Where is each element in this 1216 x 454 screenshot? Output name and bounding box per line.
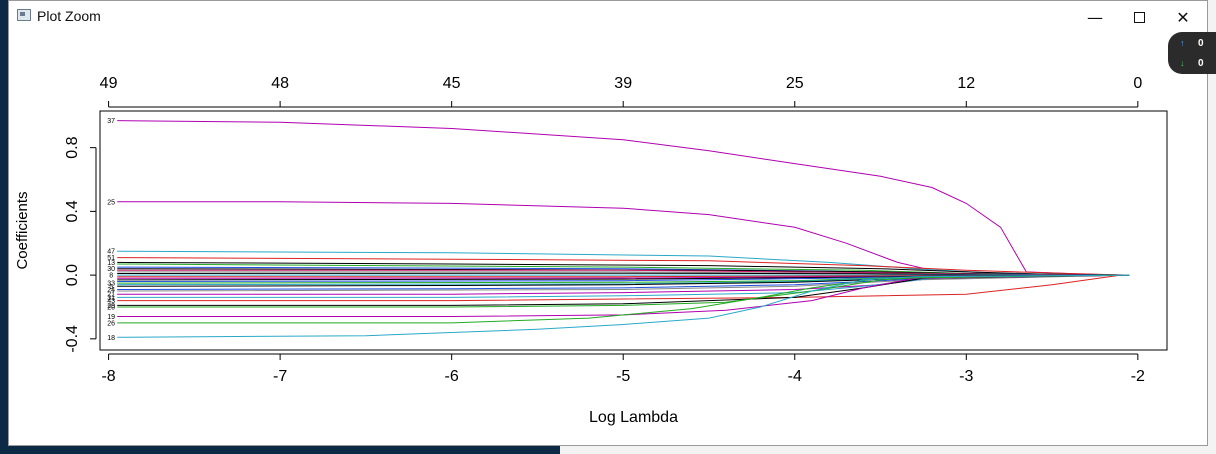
plot-zoom-window: Plot Zoom — ✕ 37 25 47 51 13 30 8 33 5 24 21 31 43 29…: [8, 0, 1208, 446]
upload-speed-value: 0: [1198, 38, 1204, 49]
minimize-icon: —: [1087, 7, 1103, 27]
series-label: 51: [107, 255, 115, 262]
y-axis-label: Coefficients: [14, 191, 31, 269]
maximize-button[interactable]: [1116, 1, 1162, 33]
series-label: 18: [107, 335, 115, 342]
y-tick-label: 0.0: [64, 264, 81, 286]
network-speed-widget: ↑ 0 ↓ 0: [1168, 32, 1216, 74]
series-line: [117, 257, 1130, 276]
series-line: [117, 274, 1130, 317]
series-label: 19: [107, 314, 115, 321]
series-label: 26: [107, 320, 115, 327]
x-tick-label: -8: [101, 368, 115, 385]
x-tick-label: -3: [959, 368, 973, 385]
axes-layer: -8 -7 -6 -5 -4 -3 -2 49 48 45 39 25 12 0 -0.4 0.0 0.4 0.8: [64, 75, 1145, 385]
series-line: [117, 274, 1130, 292]
window-title: Plot Zoom: [37, 8, 101, 24]
series-line: [117, 274, 1130, 308]
series-label: 13: [107, 260, 115, 267]
y-tick-label: -0.4: [64, 325, 81, 353]
series-label: 30: [107, 266, 115, 273]
series-label: 24: [107, 287, 115, 294]
maximize-icon: [1133, 11, 1145, 23]
top-tick-label: 25: [786, 75, 804, 92]
close-button[interactable]: ✕: [1160, 1, 1206, 33]
title-bar[interactable]: Plot Zoom — ✕: [9, 1, 1207, 33]
series-label: 21: [107, 292, 115, 299]
x-tick-label: -5: [616, 368, 630, 385]
x-axis-label: Log Lambda: [589, 409, 678, 426]
minimize-button[interactable]: —: [1072, 1, 1118, 33]
plot-frame: [99, 110, 1168, 351]
series-label: 47: [107, 249, 115, 256]
y-tick-label: 0.8: [64, 136, 81, 158]
series-line: [117, 274, 1130, 338]
background-right-strip: [1208, 0, 1216, 454]
x-tick-label: -2: [1131, 368, 1145, 385]
x-tick-label: -4: [788, 368, 802, 385]
background-bottom-panel: [0, 444, 560, 454]
background-left-panel: [0, 0, 10, 454]
download-arrow-icon: ↓: [1180, 58, 1185, 68]
top-tick-label: 39: [614, 75, 632, 92]
series-label: 5: [109, 284, 113, 291]
series-label: 37: [107, 118, 115, 125]
series-label: 33: [107, 281, 115, 288]
background-bottom-right-panel: [560, 444, 1216, 454]
top-tick-label: 49: [100, 75, 118, 92]
series-label: 43: [107, 298, 115, 305]
window-app-icon: [17, 9, 31, 21]
series-line: [117, 201, 1130, 276]
x-tick-label: -7: [273, 368, 287, 385]
series-label: 29: [107, 303, 115, 310]
top-tick-label: 48: [271, 75, 289, 92]
download-speed-value: 0: [1198, 58, 1204, 69]
y-tick-label: 0.4: [64, 200, 81, 222]
top-tick-label: 0: [1133, 75, 1142, 92]
series-label: 8: [109, 273, 113, 280]
x-tick-label: -6: [445, 368, 459, 385]
series-layer: [117, 120, 1130, 338]
series-label: 20: [107, 304, 115, 311]
upload-arrow-icon: ↑: [1180, 38, 1185, 48]
series-label: 25: [107, 199, 115, 206]
top-tick-label: 12: [957, 75, 975, 92]
series-label: 31: [107, 295, 115, 302]
top-tick-label: 45: [443, 75, 461, 92]
close-icon: ✕: [1176, 7, 1190, 27]
